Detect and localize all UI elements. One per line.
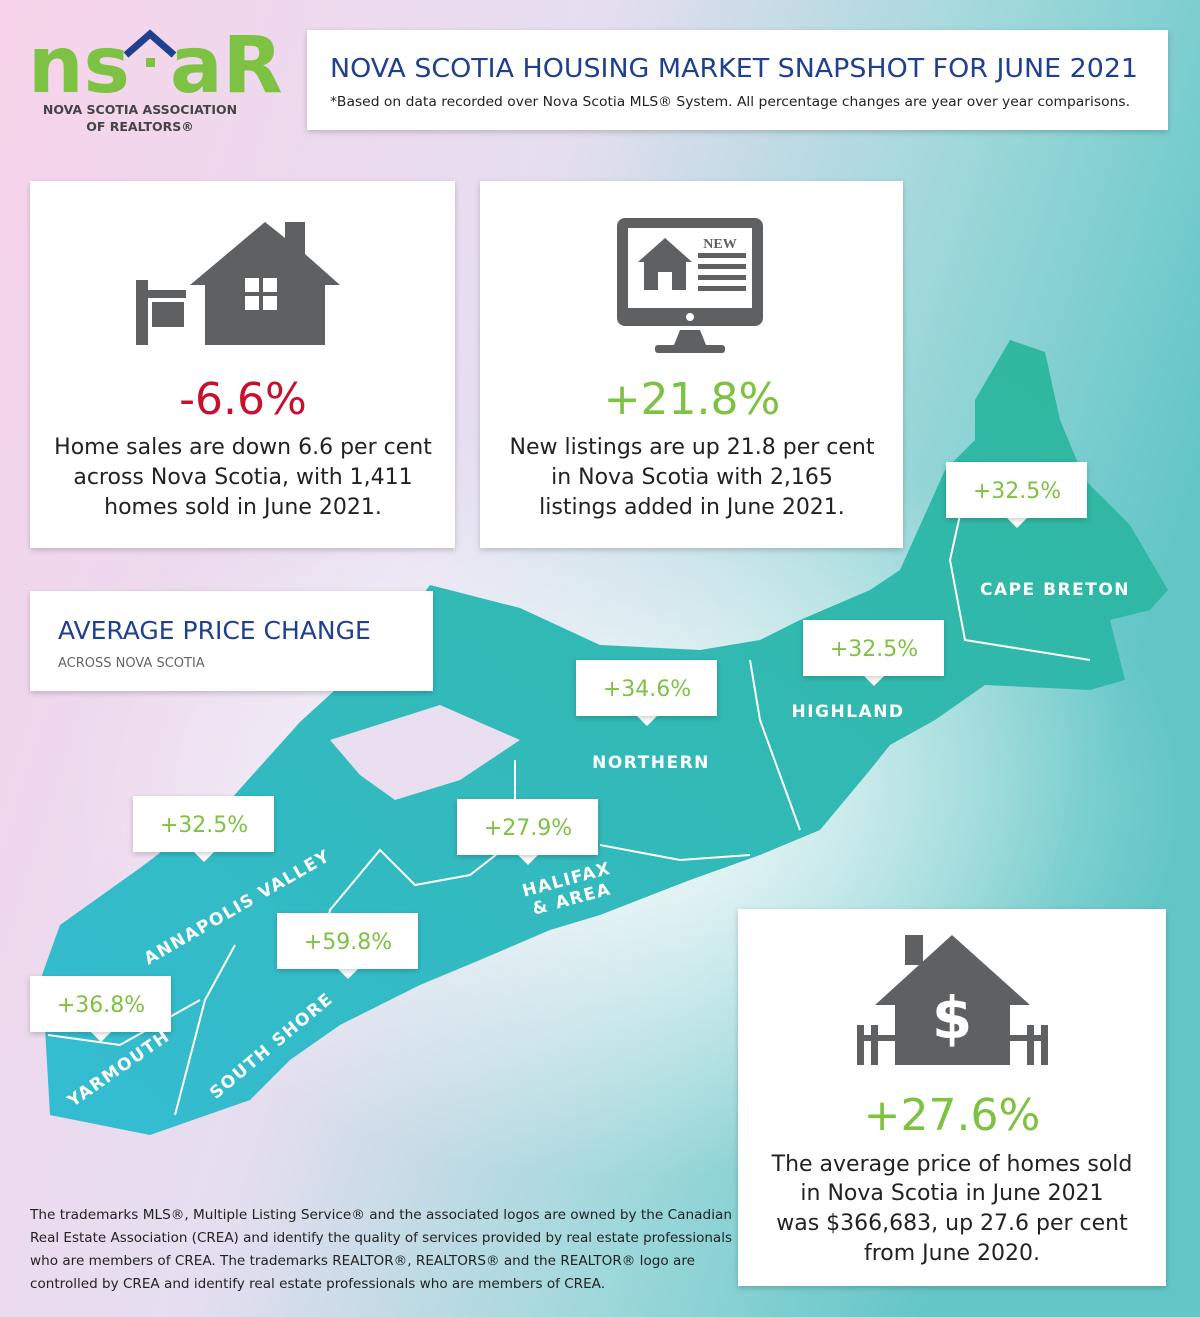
callout-box bbox=[946, 462, 1087, 518]
sales-card bbox=[30, 181, 455, 548]
map-boundary bbox=[749, 659, 801, 831]
callout-pointer bbox=[337, 968, 359, 979]
card-text: across Nova Scotia, with 1,411 bbox=[73, 465, 412, 490]
callout-pointer bbox=[90, 1031, 112, 1042]
map-boundary bbox=[47, 999, 201, 1047]
region: +34.6% NORTHERN bbox=[576, 660, 717, 773]
change-value: +27.6% bbox=[864, 1090, 1041, 1141]
logo-roof bbox=[123, 29, 177, 58]
house-icon bbox=[136, 222, 340, 345]
icon-label: NEW bbox=[703, 237, 736, 252]
callout-box bbox=[457, 799, 598, 855]
logo-text: NOVA SCOTIA ASSOCIATION bbox=[43, 102, 237, 117]
card-text: New listings are up 21.8 per cent bbox=[510, 435, 875, 460]
region-label: NORTHERN bbox=[592, 753, 710, 773]
region-change: +34.6% bbox=[603, 677, 691, 702]
card-text: listings added in June 2021. bbox=[539, 495, 845, 520]
region: +32.5% CAPE BRETON bbox=[946, 462, 1130, 600]
logo-wordmark: aR bbox=[170, 21, 283, 111]
callout-pointer bbox=[193, 851, 215, 862]
region-change: +59.8% bbox=[304, 930, 392, 955]
region-label: HIGHLAND bbox=[791, 702, 904, 722]
map-boundary bbox=[948, 514, 1091, 661]
footer-text: who are members of CREA. The trademarks … bbox=[30, 1253, 695, 1269]
map-boundary bbox=[174, 944, 236, 1116]
region-change: +32.5% bbox=[160, 813, 248, 838]
summary-text: was $366,683, up 27.6 per cent bbox=[776, 1211, 1128, 1236]
card-text: homes sold in June 2021. bbox=[104, 495, 382, 520]
region: +32.5% HIGHLAND bbox=[791, 620, 944, 722]
callout-box bbox=[133, 796, 274, 852]
callout-pointer bbox=[863, 675, 885, 686]
card-text: in Nova Scotia with 2,165 bbox=[551, 465, 833, 490]
region-change: +27.9% bbox=[484, 816, 572, 841]
price-subtitle: ACROSS NOVA SCOTIA bbox=[58, 656, 205, 671]
region-name: CAPE BRETON bbox=[980, 580, 1130, 600]
region-change: +36.8% bbox=[57, 993, 145, 1018]
region-name: HIGHLAND bbox=[791, 702, 904, 722]
logo-wordmark: ns bbox=[28, 21, 130, 111]
footer-text: Real Estate Association (CREA) and ident… bbox=[30, 1230, 732, 1246]
callout-pointer bbox=[1006, 517, 1028, 528]
region-change: +32.5% bbox=[830, 637, 918, 662]
callout-box bbox=[277, 913, 418, 969]
change-value: +21.8% bbox=[604, 374, 781, 425]
callout-box bbox=[803, 620, 944, 676]
price-icon: $ bbox=[857, 935, 1048, 1065]
svg-text:$: $ bbox=[932, 984, 972, 1052]
price-box bbox=[30, 591, 433, 691]
price-title: AVERAGE PRICE CHANGE bbox=[58, 616, 371, 645]
header-box bbox=[307, 30, 1168, 130]
region-label: CAPE BRETON bbox=[980, 580, 1130, 600]
summary-text: in Nova Scotia in June 2021 bbox=[800, 1181, 1103, 1206]
callout-box bbox=[576, 660, 717, 716]
header-note: *Based on data recorded over Nova Scotia… bbox=[330, 95, 1130, 110]
map-boundary bbox=[599, 844, 751, 862]
summary-text: from June 2020. bbox=[864, 1241, 1040, 1266]
logo-window bbox=[146, 58, 155, 67]
footer-text: The trademarks MLS®, Multiple Listing Se… bbox=[29, 1207, 732, 1223]
change-value: -6.6% bbox=[179, 374, 307, 425]
callout-pointer bbox=[636, 715, 658, 726]
footer-text: controlled by CREA and identify real est… bbox=[30, 1276, 605, 1292]
callout-box bbox=[30, 976, 171, 1032]
card-text: Home sales are down 6.6 per cent bbox=[54, 435, 432, 460]
monitor-icon: NEW bbox=[617, 218, 763, 353]
callout-pointer bbox=[517, 854, 539, 865]
logo: ns aR NOVA SCOTIA ASSOCIATION OF REALTOR… bbox=[28, 21, 283, 134]
logo-text: OF REALTORS® bbox=[86, 119, 194, 134]
summary-text: The average price of homes sold bbox=[771, 1152, 1133, 1177]
region-name: NORTHERN bbox=[592, 753, 710, 773]
region-change: +32.5% bbox=[973, 479, 1061, 504]
header-title: NOVA SCOTIA HOUSING MARKET SNAPSHOT FOR … bbox=[330, 54, 1138, 84]
map-bay bbox=[330, 705, 520, 800]
